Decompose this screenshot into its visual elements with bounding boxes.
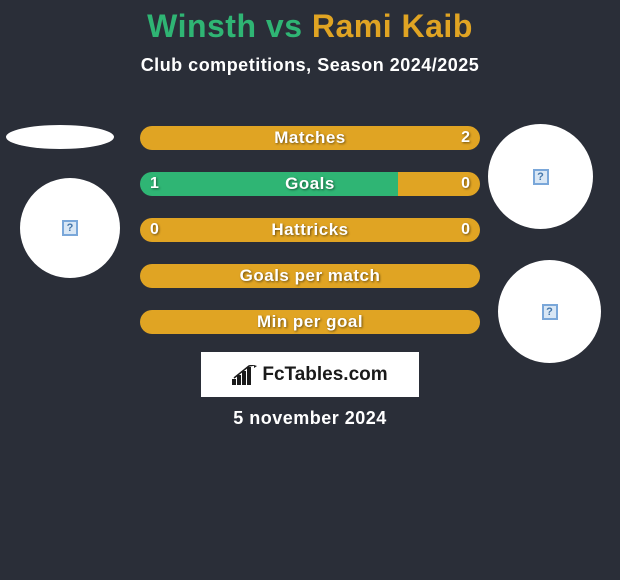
logo-text: FcTables.com	[262, 364, 387, 386]
bar-row: Min per goal	[140, 310, 480, 334]
player2-avatar-1: ?	[488, 124, 593, 229]
placeholder-icon: ?	[62, 220, 78, 236]
subtitle: Club competitions, Season 2024/2025	[0, 55, 620, 76]
comparison-bars: 2Matches 10Goals 00Hattricks Goals per matc…	[140, 126, 480, 356]
vs-text: vs	[257, 8, 312, 44]
date-text: 5 november 2024	[0, 408, 620, 429]
bar-label: Min per goal	[140, 310, 480, 334]
bar-chart-icon	[232, 365, 258, 385]
player2-avatar-2: ?	[498, 260, 601, 363]
bar-label: Hattricks	[140, 218, 480, 242]
bar-label: Matches	[140, 126, 480, 150]
logo: FcTables.com	[232, 364, 387, 386]
placeholder-icon: ?	[542, 304, 558, 320]
logo-box: FcTables.com	[201, 352, 419, 397]
placeholder-icon: ?	[533, 169, 549, 185]
bar-row: 00Hattricks	[140, 218, 480, 242]
player1-avatar-1: ?	[20, 178, 120, 278]
accent-ellipse	[6, 125, 114, 149]
bar-row: 10Goals	[140, 172, 480, 196]
bar-row: 2Matches	[140, 126, 480, 150]
page-title: Winsth vs Rami Kaib	[0, 0, 620, 45]
bar-row: Goals per match	[140, 264, 480, 288]
bar-label: Goals	[140, 172, 480, 196]
player1-name: Winsth	[147, 8, 256, 44]
player2-name: Rami Kaib	[312, 8, 473, 44]
bar-label: Goals per match	[140, 264, 480, 288]
